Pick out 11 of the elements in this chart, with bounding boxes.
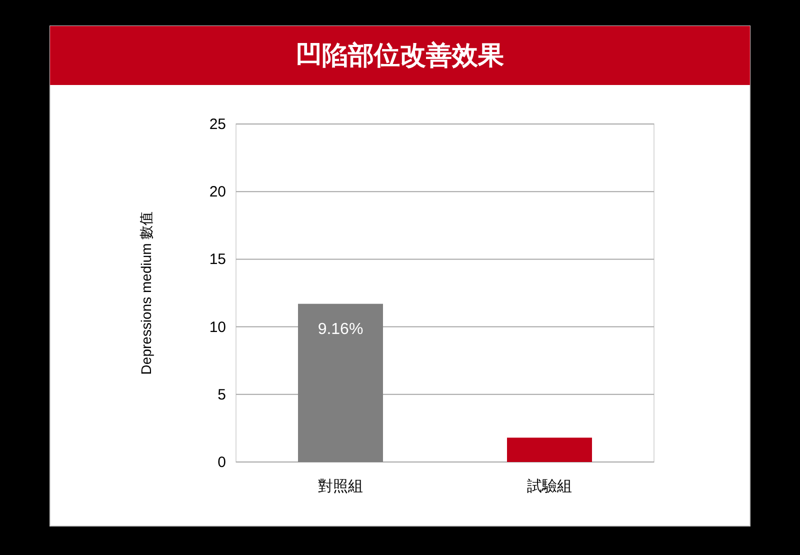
y-tick-label: 10 (209, 318, 226, 336)
y-tick-label: 0 (218, 454, 226, 471)
annotation: 9.16% (318, 320, 364, 338)
y-axis-title: Depressions medium 數值 (138, 211, 154, 375)
chart-title: 凹陷部位改善效果 (296, 40, 504, 70)
x-tick-label: 對照組 (318, 478, 363, 495)
x-tick-label: 試驗組 (527, 478, 572, 495)
y-tick-label: 25 (209, 116, 226, 133)
y-tick-label: 5 (218, 386, 226, 404)
y-tick-label: 15 (209, 251, 226, 268)
y-tick-label: 20 (209, 184, 226, 201)
